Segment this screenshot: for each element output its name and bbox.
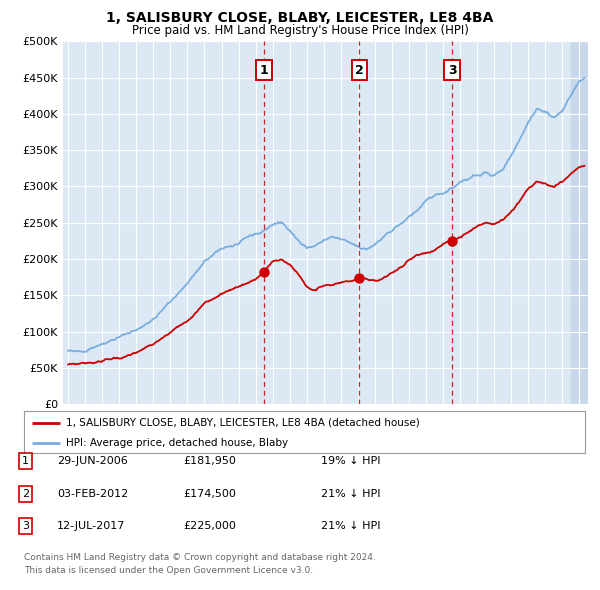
Bar — [571, 41, 588, 404]
Text: 29-JUN-2006: 29-JUN-2006 — [57, 457, 128, 466]
Text: Contains HM Land Registry data © Crown copyright and database right 2024.: Contains HM Land Registry data © Crown c… — [24, 553, 376, 562]
Text: 3: 3 — [448, 64, 457, 77]
Text: 3: 3 — [22, 522, 29, 531]
Text: 19% ↓ HPI: 19% ↓ HPI — [321, 457, 380, 466]
Text: 1: 1 — [22, 457, 29, 466]
Text: 21% ↓ HPI: 21% ↓ HPI — [321, 489, 380, 499]
Text: 03-FEB-2012: 03-FEB-2012 — [57, 489, 128, 499]
Text: £174,500: £174,500 — [183, 489, 236, 499]
Text: Price paid vs. HM Land Registry's House Price Index (HPI): Price paid vs. HM Land Registry's House … — [131, 24, 469, 37]
Text: 12-JUL-2017: 12-JUL-2017 — [57, 522, 125, 531]
Text: £225,000: £225,000 — [183, 522, 236, 531]
Text: 1, SALISBURY CLOSE, BLABY, LEICESTER, LE8 4BA (detached house): 1, SALISBURY CLOSE, BLABY, LEICESTER, LE… — [66, 418, 420, 428]
Text: £181,950: £181,950 — [183, 457, 236, 466]
Text: This data is licensed under the Open Government Licence v3.0.: This data is licensed under the Open Gov… — [24, 566, 313, 575]
Text: 1: 1 — [260, 64, 268, 77]
Text: 2: 2 — [22, 489, 29, 499]
Text: 21% ↓ HPI: 21% ↓ HPI — [321, 522, 380, 531]
Text: HPI: Average price, detached house, Blaby: HPI: Average price, detached house, Blab… — [66, 438, 288, 447]
Text: 1, SALISBURY CLOSE, BLABY, LEICESTER, LE8 4BA: 1, SALISBURY CLOSE, BLABY, LEICESTER, LE… — [106, 11, 494, 25]
Text: 2: 2 — [355, 64, 364, 77]
